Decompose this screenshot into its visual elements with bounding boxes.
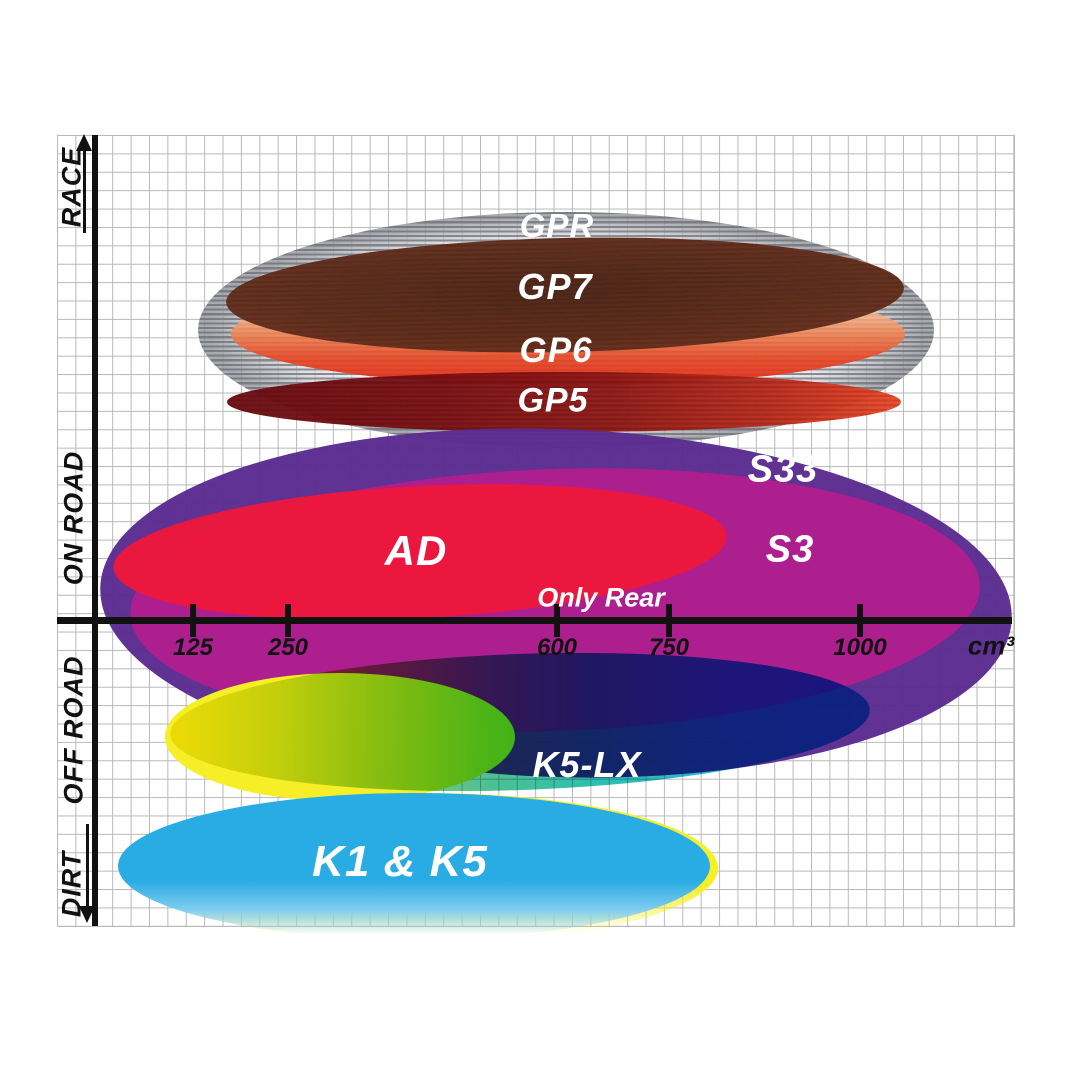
x-axis-line [57,617,1012,624]
region-label-s3: S3 [765,528,815,571]
x-tick-label-750: 750 [648,634,690,661]
x-tick-label-125: 125 [172,634,214,661]
region-label-gpr: GPR [519,207,595,244]
region-label-gp6: GP6 [519,331,593,370]
x-tick-600 [554,604,560,637]
dirt-down-arrowhead-icon [79,906,95,923]
region-label-k5lx: K5-LX [532,744,642,785]
region-label-s33: S33 [747,448,819,491]
category-label-on-road: ON ROAD [58,450,89,586]
x-tick-1000 [857,604,863,637]
x-tick-label-250: 250 [267,634,309,661]
y-axis-line [92,135,98,926]
region-k1k5-ellipse [118,793,710,939]
region-label-gp5: GP5 [517,381,589,420]
dirt-down-arrow-icon [86,824,89,906]
x-tick-750 [666,604,672,637]
x-tick-label-600: 600 [536,634,578,661]
race-up-arrowhead-icon [76,134,92,151]
x-tick-125 [190,604,196,637]
region-label-ad: AD [384,527,448,574]
category-label-off-road: OFF ROAD [58,655,89,805]
region-note-only-rear: Only Rear [537,582,665,613]
region-label-k1k5: K1 & K5 [312,837,488,886]
x-axis-unit-label: cm³ [967,630,1015,661]
x-tick-label-1000: 1000 [833,634,887,661]
race-up-arrow-icon [83,150,86,233]
region-gp5-ellipse [227,372,901,432]
x-tick-250 [285,604,291,637]
region-label-gp7: GP7 [517,266,593,307]
